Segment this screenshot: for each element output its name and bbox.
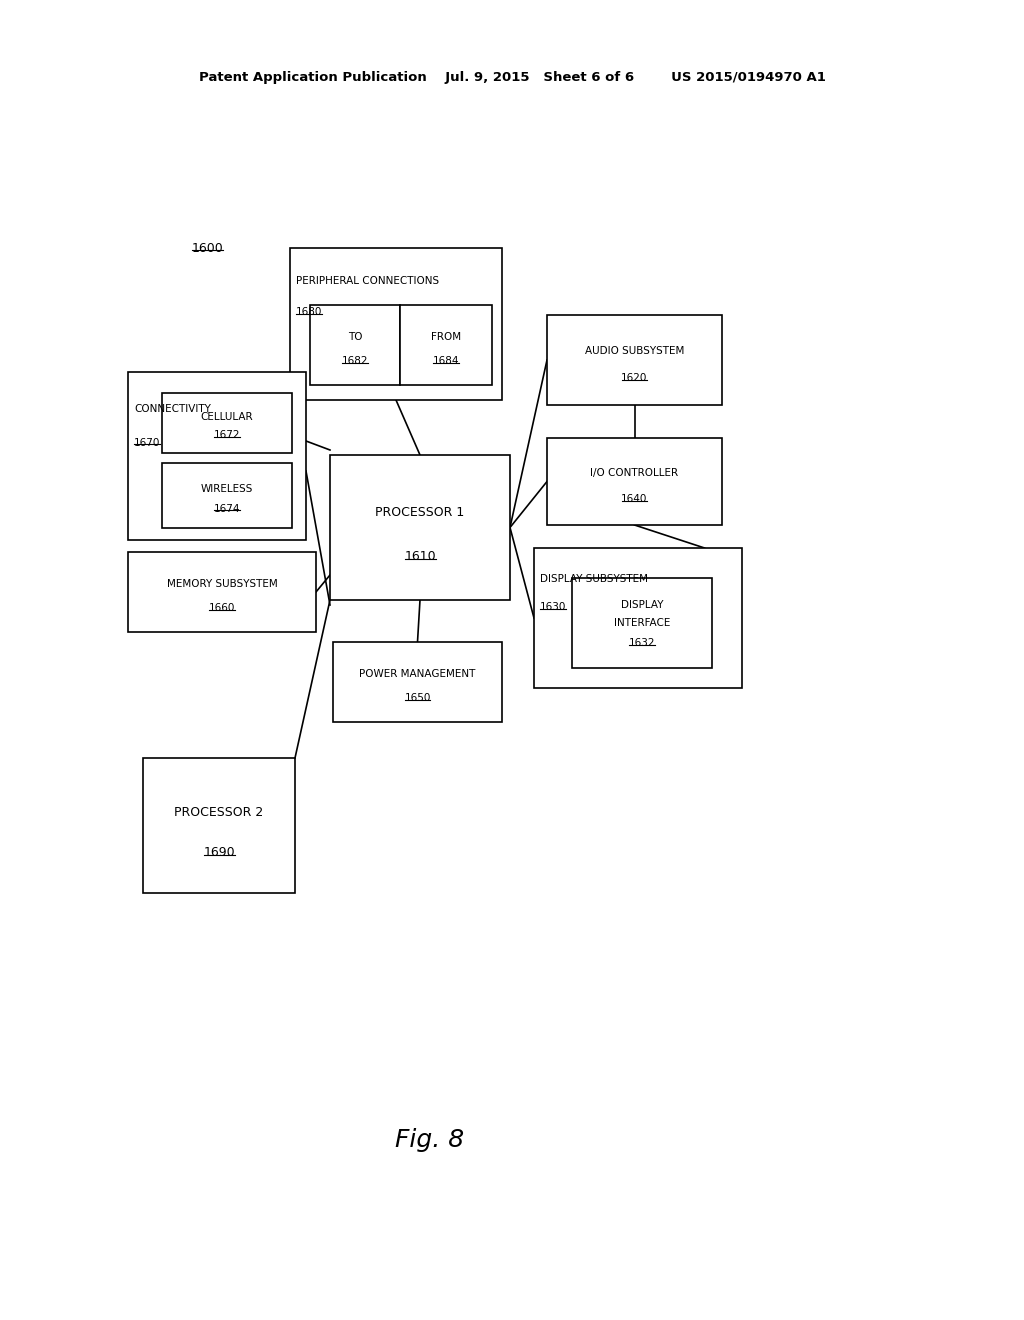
Bar: [547, 315, 722, 405]
Text: 1672: 1672: [214, 430, 241, 440]
Bar: [333, 642, 502, 722]
Bar: [572, 578, 712, 668]
Bar: [162, 393, 292, 453]
Text: 1650: 1650: [404, 693, 431, 704]
Text: 1682: 1682: [342, 356, 369, 366]
Bar: [162, 463, 292, 528]
Text: I/O CONTROLLER: I/O CONTROLLER: [591, 467, 679, 478]
Text: 1660: 1660: [209, 603, 236, 612]
Text: POWER MANAGEMENT: POWER MANAGEMENT: [359, 669, 476, 678]
Text: CELLULAR: CELLULAR: [201, 412, 253, 422]
Text: DISPLAY: DISPLAY: [621, 601, 664, 610]
Bar: [400, 305, 492, 385]
Text: TO: TO: [348, 333, 362, 342]
Text: DISPLAY SUBSYSTEM: DISPLAY SUBSYSTEM: [540, 574, 648, 583]
Text: PROCESSOR 1: PROCESSOR 1: [376, 507, 465, 520]
Text: FROM: FROM: [431, 333, 461, 342]
Bar: [143, 758, 295, 894]
Text: CONNECTIVITY: CONNECTIVITY: [134, 404, 211, 414]
Text: 1620: 1620: [622, 374, 648, 383]
Text: PROCESSOR 2: PROCESSOR 2: [174, 805, 263, 818]
Bar: [128, 372, 306, 540]
Bar: [310, 305, 400, 385]
Text: 1684: 1684: [433, 356, 459, 366]
Text: MEMORY SUBSYSTEM: MEMORY SUBSYSTEM: [167, 579, 278, 589]
Bar: [547, 438, 722, 525]
Text: AUDIO SUBSYSTEM: AUDIO SUBSYSTEM: [585, 346, 684, 356]
Text: 1690: 1690: [203, 846, 234, 859]
Text: 1630: 1630: [540, 602, 566, 611]
Text: 1632: 1632: [629, 638, 655, 648]
Text: 1670: 1670: [134, 437, 161, 447]
Text: 1610: 1610: [404, 550, 436, 564]
Bar: [128, 552, 316, 632]
Bar: [290, 248, 502, 400]
Text: PERIPHERAL CONNECTIONS: PERIPHERAL CONNECTIONS: [296, 276, 439, 286]
Text: WIRELESS: WIRELESS: [201, 484, 253, 494]
Text: 1674: 1674: [214, 503, 241, 513]
Text: 1680: 1680: [296, 306, 323, 317]
Text: 1600: 1600: [193, 242, 224, 255]
Text: Fig. 8: Fig. 8: [395, 1129, 465, 1152]
Bar: [330, 455, 510, 601]
Text: Patent Application Publication    Jul. 9, 2015   Sheet 6 of 6        US 2015/019: Patent Application Publication Jul. 9, 2…: [199, 71, 825, 84]
Text: 1640: 1640: [622, 494, 648, 504]
Text: INTERFACE: INTERFACE: [613, 618, 670, 628]
Bar: [534, 548, 742, 688]
